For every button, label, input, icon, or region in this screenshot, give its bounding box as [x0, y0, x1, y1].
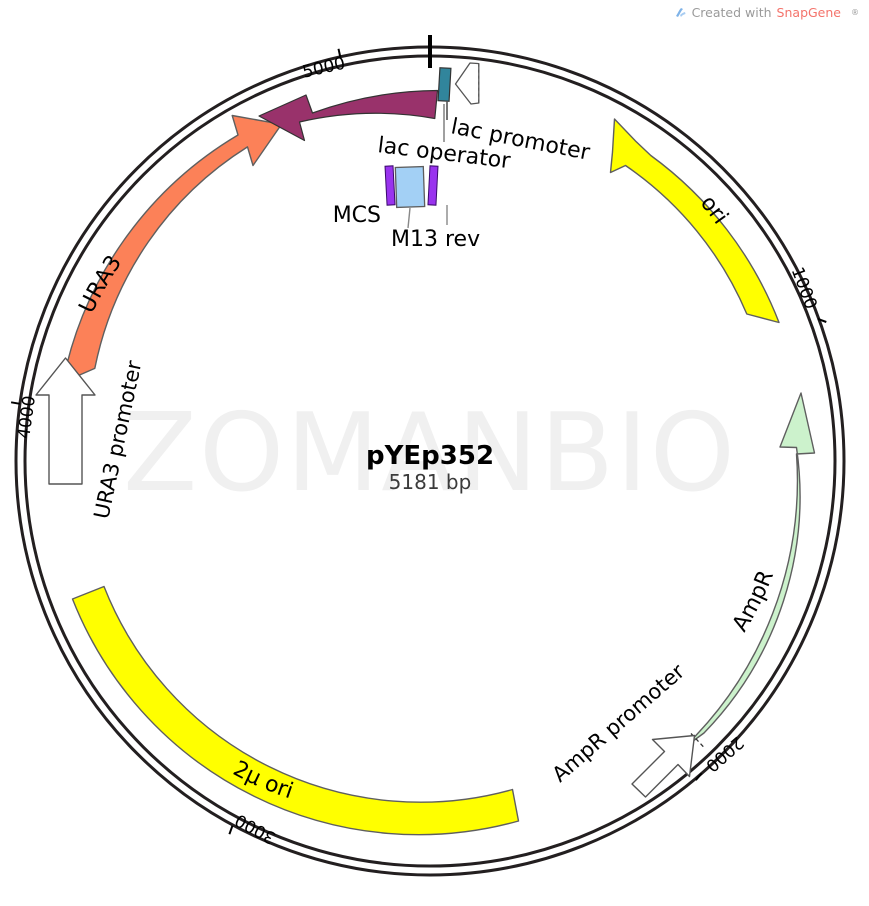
tick-4000: 4000 — [10, 394, 40, 440]
tick-mark-1000 — [817, 317, 827, 323]
feature-ori[interactable]: ori — [609, 118, 780, 324]
snapgene-credit: Created with SnapGene ® — [674, 5, 859, 20]
tick-mark-5000 — [337, 48, 342, 58]
M13-rev-label: M13 rev — [391, 227, 480, 252]
feature-M13-rev[interactable]: M13 rev — [384, 165, 480, 252]
lac-promoter-arrow-shape[interactable] — [454, 62, 480, 105]
URA3-promoter-arrow-shape[interactable] — [35, 357, 96, 485]
M13-fwd-primer-shape[interactable] — [427, 165, 439, 206]
M13-rev-primer-shape[interactable] — [384, 165, 396, 206]
feature-URA3[interactable]: URA3 — [62, 114, 283, 383]
tick-label-4000: 4000 — [14, 394, 40, 440]
tick-label-5000: 5000 — [301, 54, 348, 83]
snapgene-logo-icon — [674, 6, 687, 19]
credit-registered-mark: ® — [851, 8, 859, 17]
ori-arrow-shape[interactable] — [609, 118, 780, 324]
feature-AmpR-promoter[interactable]: AmpR promoter — [548, 659, 696, 798]
lac-operator-box-shape[interactable] — [437, 67, 452, 102]
tick-5000: 5000 — [301, 48, 348, 83]
AmpR-arrow-shape[interactable] — [682, 392, 816, 749]
feature-MCS[interactable]: MCS — [333, 165, 426, 229]
lacZa-arrow-shape[interactable] — [258, 89, 439, 142]
tick-label-1000: 1000 — [787, 264, 821, 312]
plasmid-size: 5181 bp — [389, 470, 472, 494]
plasmid-name: pYEp352 — [366, 441, 494, 471]
watermark-text: ZOMANBIO — [123, 391, 737, 516]
center-labels: pYEp352 5181 bp — [366, 441, 494, 494]
feature-M13-fwd[interactable] — [427, 165, 439, 206]
tick-mark-3000 — [228, 825, 234, 835]
tick-mark-4000 — [10, 401, 21, 405]
URA3-arrow-shape[interactable] — [62, 114, 283, 383]
MCS-label: MCS — [333, 203, 381, 228]
MCS-leader-line — [407, 207, 411, 229]
credit-brand-snap: SnapGene — [776, 5, 841, 20]
tick-3000: 3000 — [228, 809, 280, 848]
feature-2mu-ori[interactable]: 2μ ori — [71, 585, 520, 836]
2mu-ori-band-shape[interactable] — [71, 585, 520, 836]
credit-prefix: Created with — [691, 5, 772, 20]
AmpR-promoter-arrow-shape[interactable] — [631, 734, 696, 798]
tick-label-3000: 3000 — [232, 809, 280, 847]
MCS-box-shape[interactable] — [394, 165, 426, 209]
tick-mark-2000 — [695, 772, 703, 781]
